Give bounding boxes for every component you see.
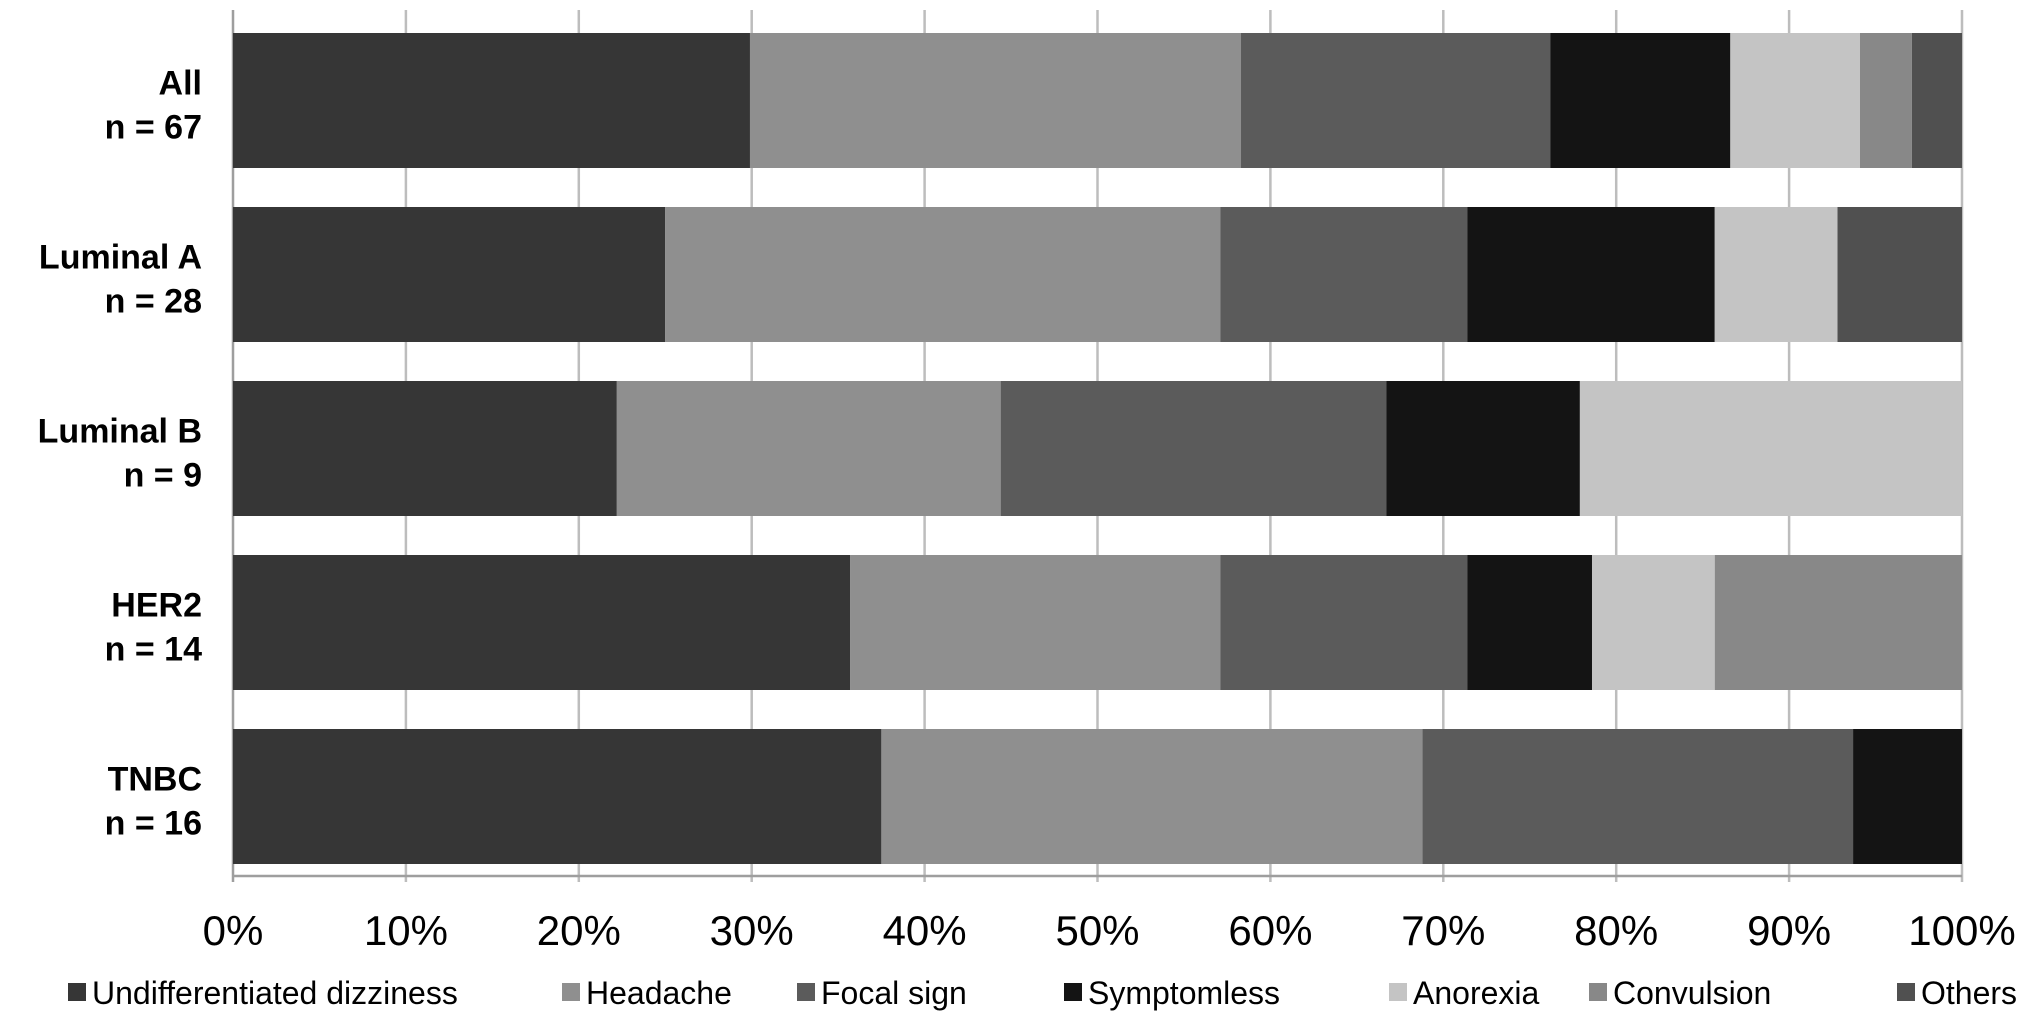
bar-segment (1386, 381, 1580, 516)
bar-segment (749, 33, 1242, 168)
x-tick-label: 40% (883, 907, 967, 954)
legend-swatch (562, 983, 580, 1001)
category-label: Luminal A (39, 239, 202, 277)
bar-segment (1730, 33, 1860, 168)
x-tick-label: 50% (1055, 907, 1139, 954)
bars (233, 33, 1962, 864)
legend-label: Focal sign (821, 975, 967, 1011)
category-count-label: n = 9 (124, 457, 202, 495)
legend-label: Anorexia (1413, 975, 1540, 1011)
bar-segment (1220, 207, 1468, 342)
x-tick-label: 60% (1228, 907, 1312, 954)
bar-segment (1000, 381, 1387, 516)
category-labels: All n = 67 Luminal A n = 28 Luminal B n = 9 HE… (38, 65, 202, 843)
bar-segment (665, 207, 1221, 342)
legend-swatch (1897, 983, 1915, 1001)
bar-segment (1714, 207, 1838, 342)
category-count-label: n = 67 (105, 109, 202, 147)
x-tick-label: 0% (203, 907, 264, 954)
category-count-label: n = 28 (105, 283, 202, 321)
category-label: Luminal B (38, 413, 202, 451)
bar-segment (1853, 729, 1962, 864)
bar-segment (616, 381, 1001, 516)
x-tick-label: 100% (1908, 907, 2015, 954)
category-count-label: n = 14 (105, 631, 202, 669)
x-tick-label: 90% (1747, 907, 1831, 954)
bar-segment (233, 555, 851, 690)
legend-label: Headache (586, 975, 732, 1011)
legend-label: Undifferentiated dizziness (92, 975, 458, 1011)
legend-swatch (797, 983, 815, 1001)
legend-label: Symptomless (1088, 975, 1280, 1011)
legend: Undifferentiated dizziness Headache Focal … (68, 975, 2017, 1011)
bar-segment (1220, 555, 1468, 690)
bar-segment (1579, 381, 1962, 516)
bar-segment (1467, 207, 1715, 342)
legend-swatch (68, 983, 86, 1001)
legend-label: Others (1921, 975, 2017, 1011)
bar-segment (1591, 555, 1715, 690)
bar-segment (233, 381, 617, 516)
bar-segment (1911, 33, 1962, 168)
legend-swatch (1389, 983, 1407, 1001)
category-label: All (159, 65, 202, 103)
bar-segment (1859, 33, 1912, 168)
category-label: TNBC (108, 761, 202, 799)
bar-segment (881, 729, 1423, 864)
bar-segment (1550, 33, 1731, 168)
x-tick-label: 10% (364, 907, 448, 954)
bar-segment (1837, 207, 1962, 342)
bar-segment (233, 729, 882, 864)
x-tick-label: 30% (710, 907, 794, 954)
bar-segment (1422, 729, 1854, 864)
x-tick-labels: 0% 10% 20% 30% 40% 50% 60% 70% 80% 90% 100% (203, 907, 2016, 954)
bar-segment (233, 207, 666, 342)
bar-segment (850, 555, 1221, 690)
x-tick-label: 20% (537, 907, 621, 954)
bar-segment (1714, 555, 1962, 690)
category-label: HER2 (111, 587, 202, 625)
legend-swatch (1064, 983, 1082, 1001)
legend-label: Convulsion (1613, 975, 1771, 1011)
x-tick-label: 80% (1574, 907, 1658, 954)
category-count-label: n = 16 (105, 805, 202, 843)
legend-swatch (1589, 983, 1607, 1001)
bar-segment (1241, 33, 1551, 168)
bar-segment (233, 33, 750, 168)
x-tick-label: 70% (1401, 907, 1485, 954)
bar-segment (1467, 555, 1592, 690)
